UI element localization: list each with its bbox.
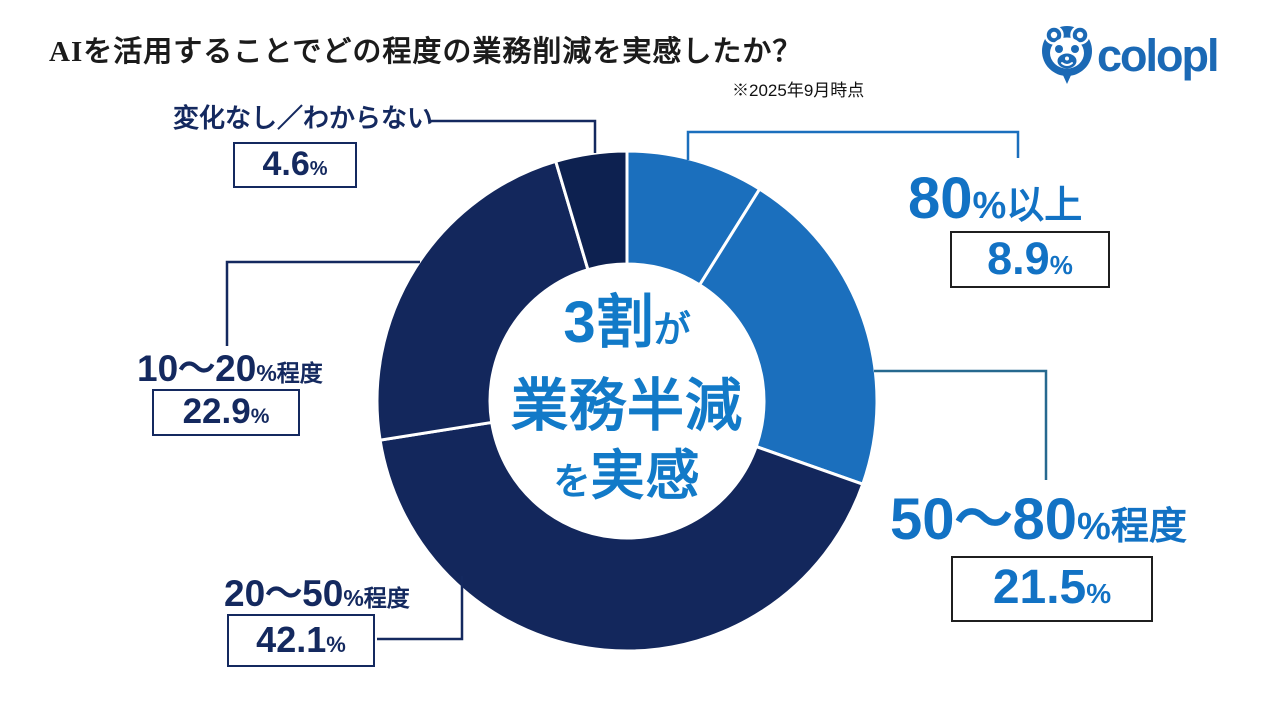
center-line-3-small: を — [553, 461, 591, 502]
segment-value-10-20-number: 22.9 — [182, 392, 251, 431]
segment-value-none: 4.6% — [233, 142, 357, 188]
center-line-1: 3割が — [457, 292, 797, 369]
donut-segment-1 — [697, 187, 879, 487]
segment-value-20-50-number: 42.1 — [256, 619, 327, 660]
center-line-1-big: 3割 — [563, 290, 654, 355]
brand-logo-text: colopl — [1097, 30, 1219, 81]
segment-label-50-80: 50〜80%程度 — [890, 488, 1187, 567]
segment-label-20-50-suffix: %程度 — [343, 585, 410, 611]
segment-label-10-20: 10〜20%程度 — [137, 349, 323, 397]
segment-label-none: 変化なし／わからない — [173, 103, 433, 133]
segment-value-none-number: 4.6 — [262, 145, 310, 183]
segment-label-20-50: 20〜50%程度 — [224, 574, 410, 622]
segment-value-50-80: 21.5% — [951, 556, 1153, 622]
segment-value-10-20-unit: % — [250, 405, 270, 428]
segment-value-10-20: 22.9% — [152, 389, 300, 436]
segment-value-20-50-unit: % — [326, 632, 346, 657]
segment-value-20-50: 42.1% — [227, 614, 375, 667]
center-line-2: 業務半減 — [511, 374, 743, 438]
donut-segment-4 — [553, 149, 629, 272]
segment-label-10-20-main: 10〜20 — [137, 348, 257, 389]
segment-value-80plus-unit: % — [1049, 250, 1073, 280]
brand-mascot-icon — [1042, 25, 1092, 84]
segment-label-50-80-main: 50〜80 — [890, 487, 1078, 552]
segment-label-80plus-main: 80 — [908, 166, 973, 231]
segment-value-50-80-unit: % — [1086, 578, 1112, 609]
date-note: ※2025年9月時点 — [732, 81, 865, 100]
center-line-3: を実感 — [457, 443, 797, 523]
segment-value-80plus: 8.9% — [950, 231, 1110, 288]
segment-label-80plus: 80%以上 — [908, 168, 1082, 245]
callout-line-none — [428, 119, 597, 153]
center-line-3-big: 実感 — [590, 446, 701, 506]
center-line-1-small: が — [653, 309, 691, 350]
segment-label-10-20-suffix: %程度 — [256, 360, 323, 386]
donut-segment-2 — [378, 420, 865, 653]
segment-label-80plus-suffix: %以上 — [972, 185, 1083, 227]
callout-line-20-50 — [377, 576, 464, 641]
brand-logo: colopl — [1040, 24, 1219, 88]
callout-line-80plus — [686, 130, 1020, 160]
segment-label-none-text: 変化なし／わからない — [173, 103, 434, 133]
segment-label-20-50-main: 20〜50 — [224, 573, 344, 614]
segment-value-50-80-number: 21.5 — [992, 561, 1087, 614]
segment-value-80plus-number: 8.9 — [987, 233, 1050, 284]
page-title: AIを活用することでどの程度の業務削減を実感したか？ — [49, 36, 803, 68]
donut-segments — [375, 149, 879, 653]
donut-segment-3 — [375, 159, 590, 442]
donut-center-label: 3割が 業務半減 を実感 — [457, 292, 797, 523]
callout-line-10-20 — [225, 260, 420, 346]
callout-line-50-80 — [874, 369, 1048, 480]
segment-value-none-unit: % — [309, 158, 328, 180]
segment-label-50-80-suffix: %程度 — [1077, 506, 1187, 548]
